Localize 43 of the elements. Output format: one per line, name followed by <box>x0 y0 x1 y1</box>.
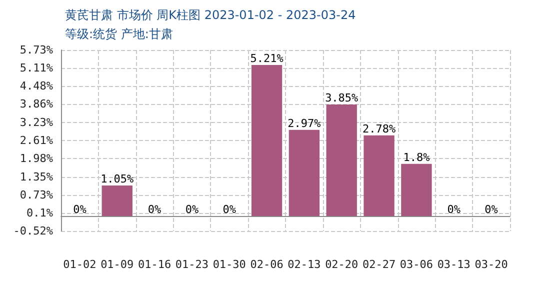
x-tick-label: 01-02 <box>63 258 96 271</box>
x-tick-label: 03-20 <box>474 258 508 271</box>
data-label: 0% <box>484 202 498 216</box>
bar <box>102 186 132 216</box>
chart-subtitle: 等级:统货 产地:甘肃 <box>65 27 173 41</box>
x-tick-label: 01-30 <box>212 258 246 271</box>
x-tick-label: 02-13 <box>288 258 321 271</box>
data-label: 2.97% <box>288 116 322 130</box>
y-tick-label: 2.61% <box>20 134 54 147</box>
data-label: 0% <box>73 202 87 216</box>
x-tick-label: 02-20 <box>325 258 358 271</box>
y-tick-label: 3.23% <box>20 116 54 129</box>
y-tick-label: 0.73% <box>20 188 54 202</box>
data-label: 0% <box>222 202 236 216</box>
bar <box>288 130 320 216</box>
chart-title: 黄芪甘肃 市场价 周K柱图 2023-01-02 - 2023-03-24 <box>65 8 356 22</box>
y-tick-label: 5.73% <box>20 44 54 56</box>
y-tick-label: 4.48% <box>20 80 54 93</box>
data-label: 0% <box>148 202 162 216</box>
data-label: 0% <box>185 202 199 216</box>
data-label: 3.85% <box>325 91 359 104</box>
data-label: 2.78% <box>362 122 396 136</box>
y-tick-label: -0.52% <box>13 224 54 238</box>
y-tick-label: 0.1% <box>26 206 54 220</box>
x-tick-label: 02-27 <box>362 258 396 271</box>
x-tick-label: 02-06 <box>250 258 284 271</box>
x-tick-label: 01-16 <box>138 258 172 271</box>
y-tick-label: 3.86% <box>20 98 54 111</box>
bar <box>251 65 282 216</box>
y-tick-label: 5.11% <box>20 61 54 74</box>
x-tick-label: 01-09 <box>100 258 134 271</box>
bar <box>364 135 394 216</box>
data-label: 1.8% <box>403 150 430 164</box>
x-tick-label: 01-23 <box>175 258 209 271</box>
bar <box>401 164 432 216</box>
data-label: 1.05% <box>100 172 134 186</box>
data-label: 0% <box>447 202 461 216</box>
y-tick-label: 1.98% <box>20 152 54 166</box>
x-tick-label: 03-13 <box>437 258 470 271</box>
bar <box>326 104 357 216</box>
x-tick-label: 03-06 <box>400 258 434 271</box>
data-label: 5.21% <box>250 52 284 66</box>
y-tick-label: 1.35% <box>20 170 54 184</box>
